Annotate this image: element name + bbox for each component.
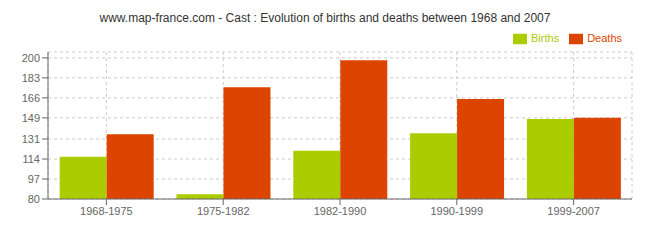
svg-text:97: 97 <box>28 173 40 185</box>
svg-text:114: 114 <box>22 153 40 165</box>
svg-text:1968-1975: 1968-1975 <box>80 205 133 217</box>
html-text:Births: Births <box>531 32 560 44</box>
html-text:Deaths: Deaths <box>587 32 622 44</box>
html-text:www.map-france.com - Cast : Ev: www.map-france.com - Cast : Evolution of… <box>99 11 551 25</box>
svg-text:149: 149 <box>22 112 40 124</box>
svg-text:1990-1999: 1990-1999 <box>430 205 483 217</box>
svg-text:131: 131 <box>22 133 40 145</box>
svg-text:80: 80 <box>28 193 40 205</box>
svg-text:1975-1982: 1975-1982 <box>197 205 250 217</box>
svg-text:1982-1990: 1982-1990 <box>314 205 367 217</box>
svg-text:200: 200 <box>22 52 40 64</box>
svg-text:183: 183 <box>22 72 40 84</box>
svg-text:166: 166 <box>22 92 40 104</box>
svg-text:1999-2007: 1999-2007 <box>547 205 600 217</box>
